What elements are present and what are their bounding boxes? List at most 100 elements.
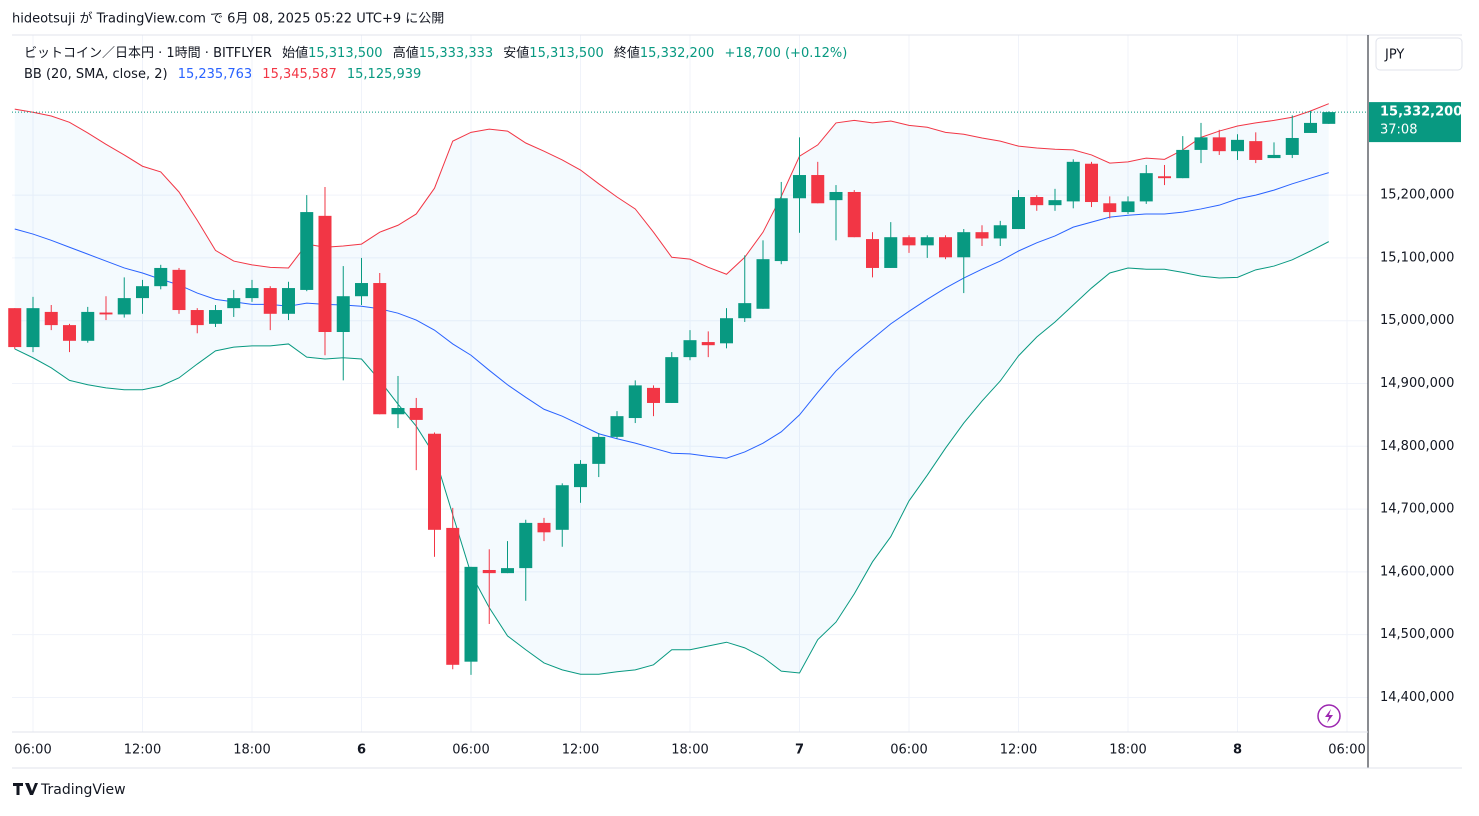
candle-body xyxy=(573,463,587,488)
candle-body xyxy=(1212,137,1226,152)
alert-icon xyxy=(1325,709,1333,723)
plot-area xyxy=(8,35,1368,732)
candle-body xyxy=(774,198,788,262)
candle-body xyxy=(1103,203,1117,213)
candle-body xyxy=(427,433,441,530)
candle-body xyxy=(793,175,807,199)
candle-body xyxy=(245,288,259,299)
candle-body xyxy=(884,237,898,268)
candle-body xyxy=(172,269,186,311)
x-tick-label: 8 xyxy=(1233,743,1242,758)
candle-body xyxy=(537,522,551,533)
label: 高値 xyxy=(393,45,419,61)
candle-body xyxy=(1322,112,1336,124)
candle-body xyxy=(866,239,880,268)
label: 終値 xyxy=(614,45,640,61)
candle-body xyxy=(1121,201,1135,213)
header: hideotsuji が TradingView.com で 6月 08, 20… xyxy=(12,12,444,27)
candle-body xyxy=(1194,137,1208,150)
candle-body xyxy=(26,308,40,348)
x-tick-label: 18:00 xyxy=(1109,743,1146,758)
symbol: ビットコイン／日本円 · 1時間 · BITFLYER xyxy=(24,46,272,61)
candle-body xyxy=(263,288,277,314)
band-line xyxy=(14,241,1329,675)
candle-body xyxy=(975,232,989,239)
candle-body xyxy=(957,232,971,258)
candle-body xyxy=(1304,122,1318,133)
countdown: 37:08 xyxy=(1380,123,1417,138)
candle-body xyxy=(336,296,350,333)
candle-body xyxy=(1158,176,1172,179)
candle-body xyxy=(646,387,660,403)
value: 15,313,500 xyxy=(529,46,603,61)
legend-line: ビットコイン／日本円 · 1時間 · BITFLYER 始値15,313,500… xyxy=(24,45,847,61)
candle-body xyxy=(847,191,861,238)
x-tick-label: 12:00 xyxy=(124,743,161,758)
candle-body xyxy=(99,312,113,315)
currency-box[interactable] xyxy=(1375,37,1463,71)
y-tick-label: 14,700,000 xyxy=(1380,502,1454,517)
candle-body xyxy=(1285,137,1299,155)
candle-body xyxy=(519,522,533,569)
y-tick-label: 14,400,000 xyxy=(1380,690,1454,705)
candle-body xyxy=(227,298,241,309)
y-tick-label: 14,600,000 xyxy=(1380,564,1454,579)
x-tick-label: 6 xyxy=(357,743,366,758)
candle-body xyxy=(154,267,168,287)
legend-line: BB (20, SMA, close, 2) 15,235,763 15,345… xyxy=(24,67,421,82)
indicator: BB (20, SMA, close, 2) xyxy=(24,67,168,82)
value: 15,125,939 xyxy=(347,67,421,82)
candle-body xyxy=(1139,173,1153,202)
x-tick-label: 18:00 xyxy=(671,743,708,758)
candle-body xyxy=(610,416,624,437)
candle-body xyxy=(500,568,514,574)
label: 安値 xyxy=(503,45,529,61)
candle-body xyxy=(738,303,752,319)
x-tick-label: 18:00 xyxy=(233,743,270,758)
candle-body xyxy=(665,357,679,403)
candle-body xyxy=(993,225,1007,239)
y-tick-label: 14,500,000 xyxy=(1380,627,1454,642)
value: 15,235,763 xyxy=(178,67,252,82)
candle-body xyxy=(354,283,368,297)
candle-body xyxy=(208,310,222,324)
value: 15,333,333 xyxy=(419,46,493,61)
candle-body xyxy=(464,566,478,662)
candle-body xyxy=(135,286,149,299)
x-tick-label: 06:00 xyxy=(452,743,489,758)
candle-body xyxy=(281,288,295,314)
alert-icon[interactable] xyxy=(1317,704,1341,728)
x-tick-label: 7 xyxy=(795,743,804,758)
x-tick-label: 06:00 xyxy=(14,743,51,758)
y-tick-label: 14,900,000 xyxy=(1380,376,1454,391)
y-tick-label: 15,100,000 xyxy=(1380,250,1454,265)
value: 15,332,200 xyxy=(640,46,714,61)
price-label: 15,332,200 xyxy=(1380,105,1462,120)
x-tick-label: 06:00 xyxy=(890,743,927,758)
candle-body xyxy=(8,308,22,348)
x-tick-label: 12:00 xyxy=(562,743,599,758)
candle-body xyxy=(1176,149,1190,179)
candle-body xyxy=(1030,197,1044,206)
candle-body xyxy=(446,527,460,665)
candle-body xyxy=(300,212,314,290)
candle-body xyxy=(592,436,606,464)
candle-body xyxy=(1066,161,1080,202)
change: +18,700 (+0.12%) xyxy=(724,46,847,61)
candle-body xyxy=(555,485,569,530)
candle-body xyxy=(1048,200,1062,206)
candle-body xyxy=(318,215,332,333)
x-tick-label: 06:00 xyxy=(1328,743,1365,758)
candle-body xyxy=(391,407,405,415)
candle-body xyxy=(1085,163,1099,203)
candle-body xyxy=(482,569,496,574)
candle-body xyxy=(1249,141,1263,160)
candle-body xyxy=(811,175,825,204)
candle-body xyxy=(1231,139,1245,152)
y-tick-label: 15,000,000 xyxy=(1380,313,1454,328)
footer: TradingView xyxy=(40,782,126,798)
value: 15,313,500 xyxy=(308,46,382,61)
price-label-bg xyxy=(1369,102,1461,143)
value: 15,345,587 xyxy=(262,67,336,82)
